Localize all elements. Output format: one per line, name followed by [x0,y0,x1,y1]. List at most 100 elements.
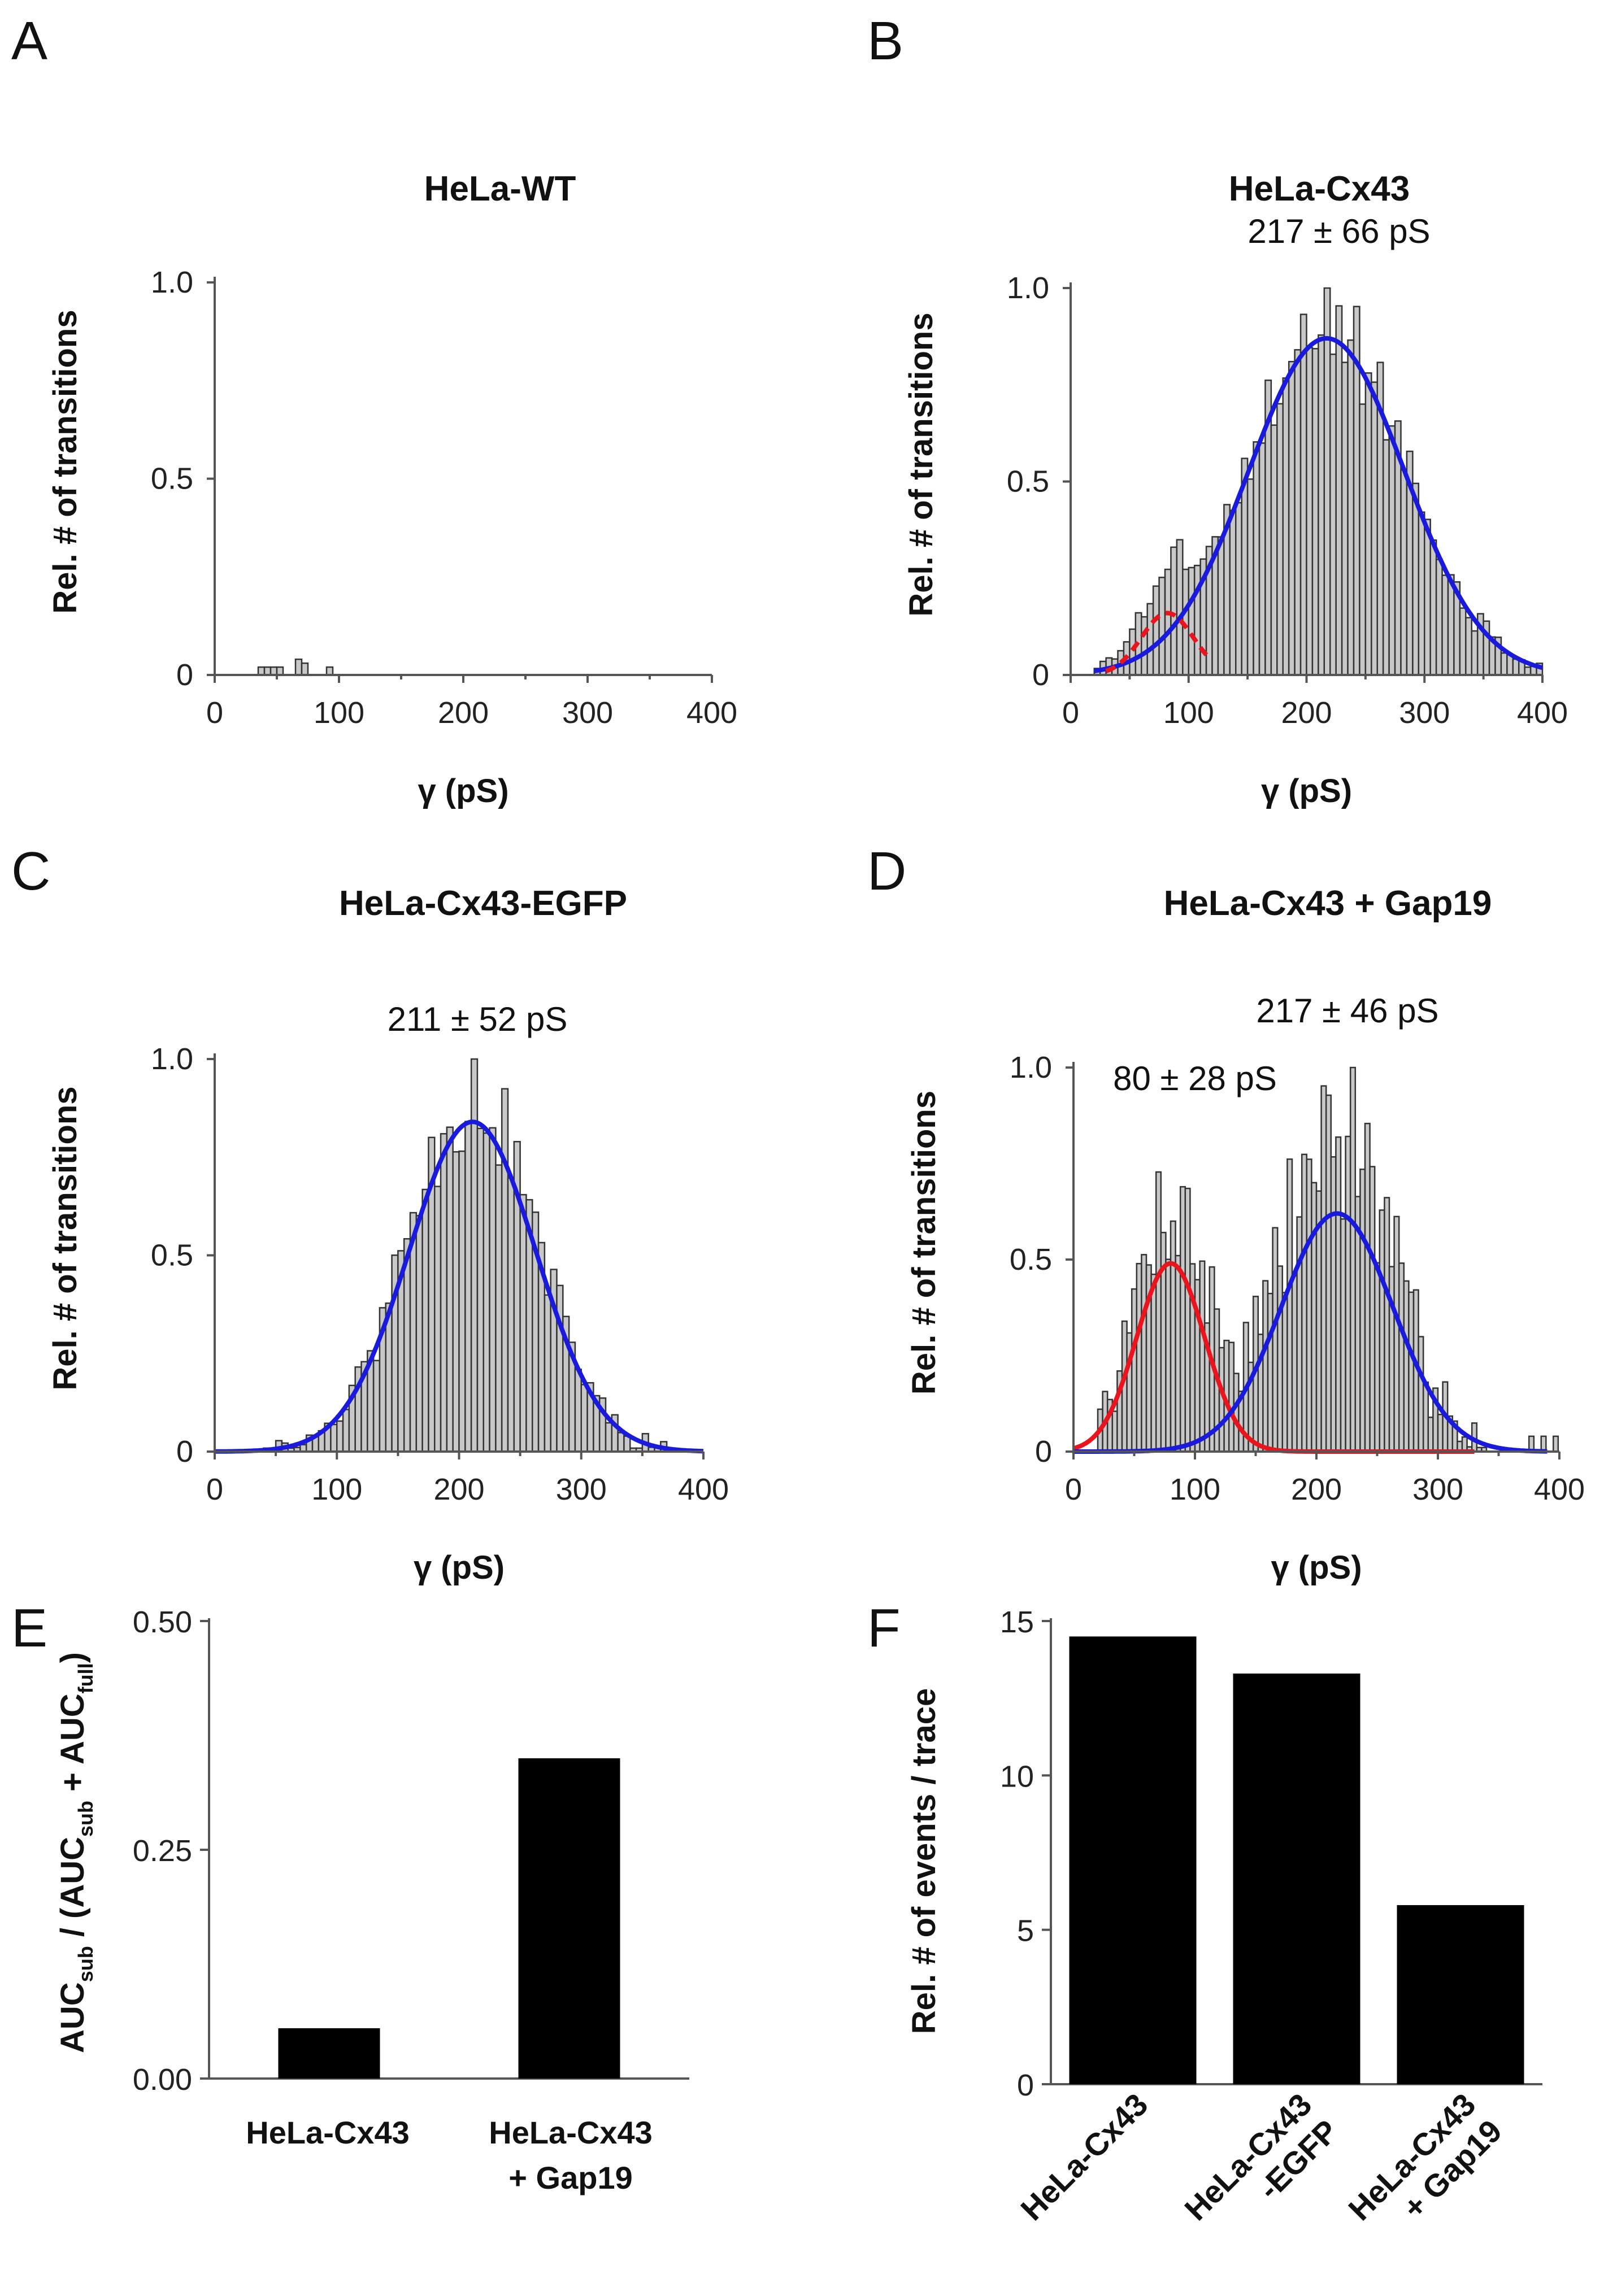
histogram-bar [1288,360,1296,676]
bar-3 [1397,1905,1524,2084]
x-tick-label: 100 [1170,1472,1220,1506]
histogram-bar [1403,1280,1410,1453]
y-tick-label: 0.5 [151,462,193,496]
histogram-bar [1276,403,1284,676]
histogram-bar [464,1121,472,1453]
histogram-bar [440,1133,448,1453]
histogram-bar [276,666,284,676]
x-tick-label: 400 [686,696,737,730]
y-axis-label: Rel. # of transitions [906,1091,942,1395]
panel-letter-c: C [11,841,50,901]
histogram-bar [1286,1158,1293,1453]
histogram-bar [1335,305,1343,676]
histogram-bar [421,1188,429,1453]
histogram-bar [1341,361,1349,676]
histogram-bar [1427,1417,1434,1453]
histogram-bar [1330,1156,1337,1453]
bar-2 [518,1758,620,2079]
histogram-bar [325,666,334,676]
histogram-bar [1235,502,1242,676]
histogram-bar [1296,1216,1303,1453]
histogram-bar [1398,1262,1405,1453]
histogram-bar [1165,1258,1172,1453]
x-tick-label: 200 [1281,696,1332,730]
histogram-bar [1152,585,1160,676]
histogram-bar [1359,1168,1366,1453]
histogram-bar [1465,617,1472,676]
histogram-bar [544,1294,551,1453]
histogram-bar [269,666,278,676]
histogram-bar [301,662,309,676]
y-tick-label: 0.50 [133,1605,192,1639]
histogram-bar [1141,616,1148,676]
histogram-bar [556,1284,564,1453]
category-label-1: HeLa-Cx43 [1014,2086,1154,2227]
panel-b-title: HeLa-Cx43 [1229,169,1410,208]
panel-letter-f: F [867,1598,901,1658]
histogram-bar [1164,568,1172,676]
histogram-bar [1345,1135,1351,1453]
histogram-bar [1179,1186,1186,1453]
histogram-bar [1294,349,1302,676]
histogram-bar [1318,334,1325,676]
panel-c-fit-label: 211 ± 52 pS [388,1000,568,1038]
gaussian-fit-sub [1105,611,1209,674]
histogram-bar [1258,442,1266,676]
y-tick-label: 0 [176,1435,193,1469]
histogram-bar [1382,439,1390,676]
panel-d-histogram: 0 100 200 300 400 0 0.5 1.0 γ (pS) Rel. # of tran… [906,1051,1585,1586]
y-tick-label: 1.0 [151,1042,193,1076]
histogram-bar [1340,1218,1346,1453]
histogram-bar [605,1422,613,1453]
y-tick-label: 0.00 [133,2063,192,2097]
histogram-bar [1364,372,1372,676]
panel-e-category-1: HeLa-Cx43 [246,2115,409,2150]
histogram-bar [263,666,272,676]
histogram-bar [1111,1410,1118,1453]
panel-letter-b: B [867,11,903,71]
histogram-bar [415,1214,423,1453]
histogram-bar [1412,482,1420,676]
histogram-bar [1388,425,1396,676]
histogram-bar [1270,424,1278,676]
histogram-bar [1170,1220,1176,1453]
histogram-bar [1311,1182,1318,1453]
y-tick-label: 10 [1000,1759,1034,1793]
histogram-bar [574,1369,582,1453]
histogram-bar [1301,1153,1308,1453]
x-tick-label: 300 [556,1472,607,1506]
x-axis-label: γ (pS) [1271,1549,1362,1586]
histogram-bar [1282,377,1290,676]
histogram-bar [1408,1291,1415,1453]
histogram-bar [1441,574,1449,676]
histogram-bar [1437,1413,1444,1453]
y-tick-label: 1.0 [151,265,193,299]
histogram-bar [1276,1265,1284,1453]
histogram-bar [1217,536,1225,676]
histogram-bar [1299,313,1307,676]
histogram-bar [617,1432,625,1453]
histogram-bar [470,1058,479,1453]
histogram-bar [1524,666,1532,676]
histogram-bar [1359,403,1367,676]
histogram-bar [1369,1166,1376,1453]
panel-b-histogram: 0 100 200 300 400 0 0.5 1.0 γ (pS) Rel. # of tran… [903,271,1568,809]
category-label-3: HeLa-Cx43+ Gap19 [1341,2086,1509,2254]
histogram-bar [452,1151,460,1453]
y-tick-label: 0.5 [1007,465,1049,499]
histogram-bar [1435,559,1443,676]
histogram-bar [1129,628,1137,676]
x-tick-label: 300 [1412,1472,1463,1506]
x-tick-label: 0 [206,1472,223,1506]
y-tick-label: 0.5 [1010,1243,1052,1276]
y-tick-label: 1.0 [1010,1051,1052,1084]
x-tick-label: 0 [206,696,223,730]
histogram-bar [1146,603,1154,676]
histogram-bar [482,1132,490,1453]
histogram-bar [372,1360,381,1453]
x-tick-label: 0 [1062,696,1079,730]
histogram-bar [1325,1094,1332,1453]
histogram-bar [1131,1288,1138,1453]
x-tick-label: 100 [311,1472,362,1506]
